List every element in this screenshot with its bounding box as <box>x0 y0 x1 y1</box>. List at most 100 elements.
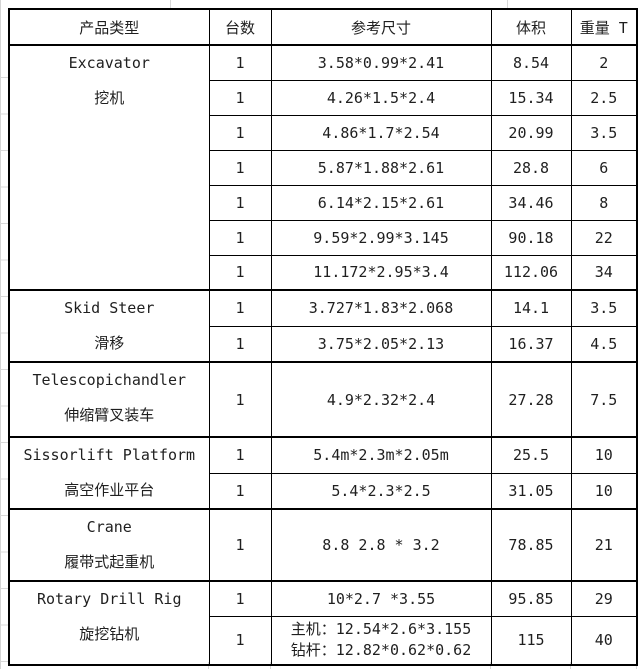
product-name-zh: 滑移 <box>94 334 125 352</box>
product-name-en: Excavator <box>68 54 150 72</box>
cell-volume[interactable]: 27.28 <box>490 361 572 438</box>
table-row: 1 6.14*2.15*2.61 34.46 8 <box>9 184 638 221</box>
header-row: 产品类型 台数 参考尺寸 体积 重量 T <box>8 8 638 46</box>
cell-dims[interactable]: 5.4m*2.3m*2.05m <box>270 436 492 474</box>
product-cell-sissorlift-platform[interactable]: Sissorlift Platform 高空作业平台 <box>8 436 210 510</box>
cell-weight[interactable]: 8 <box>570 184 638 221</box>
header-cell-dims[interactable]: 参考尺寸 <box>270 8 492 46</box>
table-row: 1 5.87*1.88*2.61 28.8 6 <box>9 149 638 186</box>
cell-qty[interactable]: 1 <box>208 219 272 256</box>
product-name-en: Crane <box>86 518 132 536</box>
cell-qty[interactable]: 1 <box>208 184 272 221</box>
cell-weight[interactable]: 10 <box>570 436 638 474</box>
table-row: 1 4.86*1.7*2.54 20.99 3.5 <box>9 114 638 151</box>
cell-weight[interactable]: 29 <box>570 580 638 617</box>
cell-volume[interactable]: 14.1 <box>490 289 572 327</box>
product-cell-skid-steer[interactable]: Skid Steer 滑移 <box>8 289 210 363</box>
product-cell-rotary-drill-rig[interactable]: Rotary Drill Rig 旋挖钻机 <box>8 580 210 666</box>
cell-weight[interactable]: 4.5 <box>570 325 638 363</box>
product-name-en: Skid Steer <box>64 299 155 317</box>
header-cell-product[interactable]: 产品类型 <box>8 8 210 46</box>
dims-drill-rod: 钻杆：12.82*0.62*0.62 <box>290 641 472 660</box>
header-cell-weight[interactable]: 重量 T <box>570 8 638 46</box>
table-row: 1 4.26*1.5*2.4 15.34 2.5 <box>9 79 638 116</box>
cell-qty[interactable]: 1 <box>208 114 272 151</box>
cell-volume[interactable]: 78.85 <box>490 508 572 582</box>
cell-qty[interactable]: 1 <box>208 289 272 327</box>
cell-volume[interactable]: 115 <box>490 615 572 666</box>
column-gridline-stub <box>170 0 171 8</box>
cell-volume[interactable]: 90.18 <box>490 219 572 256</box>
product-name-en: Sissorlift Platform <box>23 446 196 464</box>
cell-dims[interactable]: 4.26*1.5*2.4 <box>270 79 492 116</box>
table-row: Excavator 挖机 1 3.58*0.99*2.41 8.54 2 <box>8 44 638 291</box>
cell-dims[interactable]: 8.8 2.8 * 3.2 <box>270 508 492 582</box>
cell-dims[interactable]: 主机：12.54*2.6*3.155 钻杆：12.82*0.62*0.62 <box>270 615 492 666</box>
cell-volume[interactable]: 95.85 <box>490 580 572 617</box>
cell-dims[interactable]: 3.58*0.99*2.41 <box>270 44 492 81</box>
product-cell-crane[interactable]: Crane 履带式起重机 <box>8 508 210 582</box>
table-row: Telescopichandler 伸缩臂叉装车 1 4.9*2.32*2.4 … <box>8 361 638 438</box>
cell-qty[interactable]: 1 <box>208 44 272 81</box>
cell-weight[interactable]: 34 <box>570 254 638 291</box>
table-row: 1 5.4*2.3*2.5 31.05 10 <box>9 472 638 510</box>
table-row: Skid Steer 滑移 1 3.727*1.83*2.068 14.1 3.… <box>8 289 638 363</box>
cell-qty[interactable]: 1 <box>208 254 272 291</box>
cell-volume[interactable]: 112.06 <box>490 254 572 291</box>
product-name-zh: 挖机 <box>94 89 125 107</box>
cell-dims[interactable]: 11.172*2.95*3.4 <box>270 254 492 291</box>
product-name-zh: 伸缩臂叉装车 <box>64 406 155 424</box>
cell-dims[interactable]: 6.14*2.15*2.61 <box>270 184 492 221</box>
cell-qty[interactable]: 1 <box>208 472 272 510</box>
cell-weight[interactable]: 22 <box>570 219 638 256</box>
cell-volume[interactable]: 15.34 <box>490 79 572 116</box>
cell-volume[interactable]: 34.46 <box>490 184 572 221</box>
product-name-en: Rotary Drill Rig <box>37 590 182 608</box>
cell-qty[interactable]: 1 <box>208 361 272 438</box>
cell-qty[interactable]: 1 <box>208 615 272 666</box>
cell-weight[interactable]: 10 <box>570 472 638 510</box>
dims-main-unit: 主机：12.54*2.6*3.155 <box>290 620 472 639</box>
product-name-zh: 旋挖钻机 <box>79 625 140 643</box>
cell-weight[interactable]: 7.5 <box>570 361 638 438</box>
cell-dims[interactable]: 4.9*2.32*2.4 <box>270 361 492 438</box>
cell-qty[interactable]: 1 <box>208 508 272 582</box>
cell-weight[interactable]: 6 <box>570 149 638 186</box>
cell-weight[interactable]: 2 <box>570 44 638 81</box>
column-gridline-stub <box>507 0 508 8</box>
cell-volume[interactable]: 16.37 <box>490 325 572 363</box>
cell-dims[interactable]: 3.75*2.05*2.13 <box>270 325 492 363</box>
cell-weight[interactable]: 3.5 <box>570 114 638 151</box>
cell-dims[interactable]: 5.4*2.3*2.5 <box>270 472 492 510</box>
cell-volume[interactable]: 20.99 <box>490 114 572 151</box>
cell-qty[interactable]: 1 <box>208 580 272 617</box>
cell-qty[interactable]: 1 <box>208 325 272 363</box>
cell-volume[interactable]: 8.54 <box>490 44 572 81</box>
cell-volume[interactable]: 28.8 <box>490 149 572 186</box>
cell-dims[interactable]: 9.59*2.99*3.145 <box>270 219 492 256</box>
cell-weight[interactable]: 2.5 <box>570 79 638 116</box>
table-row: 1 主机：12.54*2.6*3.155 钻杆：12.82*0.62*0.62 … <box>9 615 638 666</box>
table-row: Sissorlift Platform 高空作业平台 1 5.4m*2.3m*2… <box>8 436 638 510</box>
cell-weight[interactable]: 21 <box>570 508 638 582</box>
header-cell-qty[interactable]: 台数 <box>208 8 272 46</box>
product-name-zh: 履带式起重机 <box>64 553 155 571</box>
cell-weight[interactable]: 3.5 <box>570 289 638 327</box>
table-row: Rotary Drill Rig 旋挖钻机 1 10*2.7 *3.55 95.… <box>8 580 638 666</box>
product-cell-excavator[interactable]: Excavator 挖机 <box>8 44 210 291</box>
cell-dims[interactable]: 10*2.7 *3.55 <box>270 580 492 617</box>
cell-volume[interactable]: 31.05 <box>490 472 572 510</box>
product-name-zh: 高空作业平台 <box>64 481 155 499</box>
cell-qty[interactable]: 1 <box>208 79 272 116</box>
cell-qty[interactable]: 1 <box>208 436 272 474</box>
product-cell-telescopichandler[interactable]: Telescopichandler 伸缩臂叉装车 <box>8 361 210 438</box>
cell-qty[interactable]: 1 <box>208 149 272 186</box>
cell-volume[interactable]: 25.5 <box>490 436 572 474</box>
cell-dims[interactable]: 5.87*1.88*2.61 <box>270 149 492 186</box>
header-cell-volume[interactable]: 体积 <box>490 8 572 46</box>
table-row: Crane 履带式起重机 1 8.8 2.8 * 3.2 78.85 21 <box>8 508 638 582</box>
cell-dims[interactable]: 4.86*1.7*2.54 <box>270 114 492 151</box>
cell-weight[interactable]: 40 <box>570 615 638 666</box>
cell-dims[interactable]: 3.727*1.83*2.068 <box>270 289 492 327</box>
